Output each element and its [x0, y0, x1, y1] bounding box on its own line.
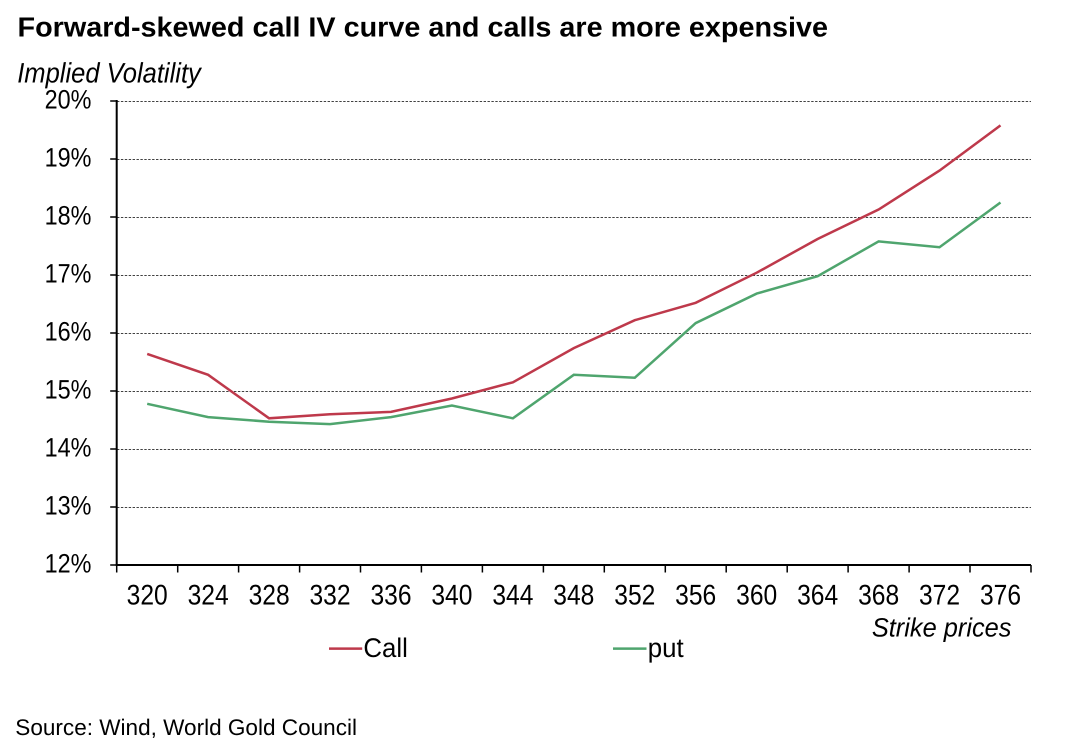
svg-text:put: put — [648, 634, 684, 663]
svg-text:368: 368 — [858, 580, 899, 611]
svg-text:19%: 19% — [45, 143, 92, 173]
svg-text:20%: 20% — [45, 85, 92, 115]
svg-text:14%: 14% — [45, 433, 92, 463]
svg-text:Strike prices: Strike prices — [872, 614, 1012, 643]
svg-text:12%: 12% — [45, 549, 92, 579]
svg-text:348: 348 — [553, 580, 594, 611]
svg-text:360: 360 — [736, 580, 777, 611]
svg-text:356: 356 — [675, 580, 716, 611]
svg-text:18%: 18% — [45, 201, 92, 231]
svg-text:336: 336 — [370, 580, 411, 611]
svg-text:340: 340 — [431, 580, 472, 611]
svg-text:376: 376 — [980, 580, 1021, 611]
svg-text:364: 364 — [797, 580, 838, 611]
svg-text:324: 324 — [188, 580, 229, 611]
svg-text:17%: 17% — [45, 259, 92, 289]
svg-text:Call: Call — [363, 634, 407, 663]
svg-text:13%: 13% — [45, 491, 92, 521]
svg-text:Source: Wind, World Gold Counc: Source: Wind, World Gold Council — [15, 715, 357, 740]
svg-text:332: 332 — [309, 580, 350, 611]
svg-text:344: 344 — [492, 580, 533, 611]
svg-text:Forward-skewed call IV curve a: Forward-skewed call IV curve and calls a… — [18, 12, 829, 43]
svg-text:320: 320 — [127, 580, 168, 611]
svg-text:16%: 16% — [45, 317, 92, 347]
svg-text:328: 328 — [249, 580, 290, 611]
svg-text:372: 372 — [919, 580, 960, 611]
svg-text:352: 352 — [614, 580, 655, 611]
svg-text:15%: 15% — [45, 375, 92, 405]
svg-text:Implied Volatility: Implied Volatility — [17, 58, 203, 89]
